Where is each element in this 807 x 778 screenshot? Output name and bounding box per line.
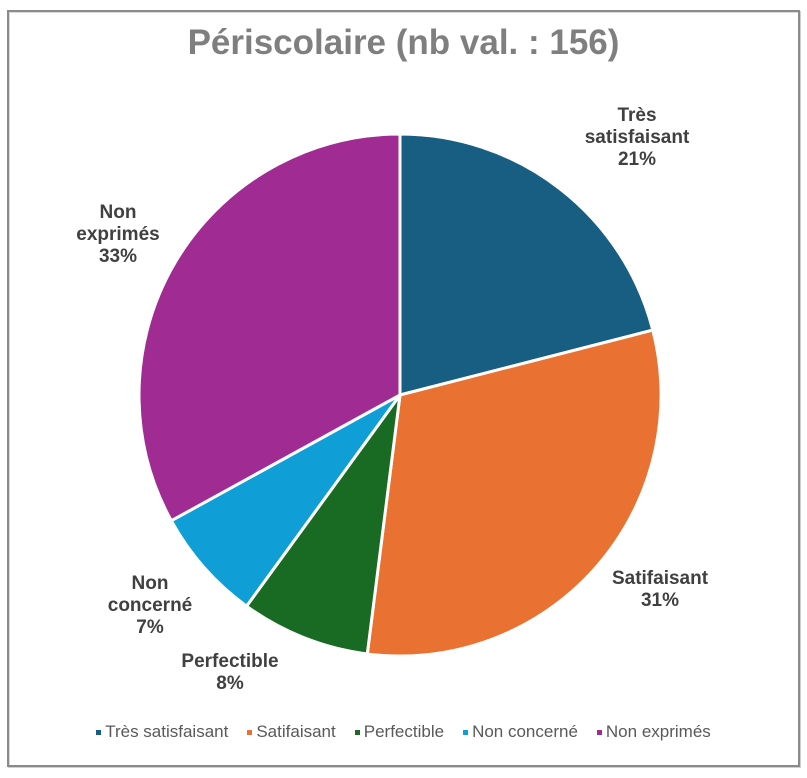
legend-swatch-icon <box>463 729 469 735</box>
chart-title: Périscolaire (nb val. : 156) <box>187 23 620 62</box>
data-label-line: 31% <box>640 590 680 611</box>
pie-slice-tr-s-satisfaisant <box>398 132 655 397</box>
data-label-line: 7% <box>136 617 164 638</box>
legend-swatch-icon <box>596 729 602 735</box>
data-label: Non concerné 7% <box>108 573 192 639</box>
legend-swatch-icon <box>96 729 102 735</box>
data-label-line: Non <box>99 202 137 223</box>
data-label-line: Satifaisant <box>611 568 709 589</box>
legend: Très satisfaisant Satifaisant Perfectible N… <box>0 722 807 742</box>
legend-swatch-icon <box>354 729 360 735</box>
pie-slice-satifaisant <box>365 328 663 658</box>
legend-label: Très satisfaisant <box>105 722 229 741</box>
legend-label: Non concerné <box>472 722 578 741</box>
data-label-line: 33% <box>98 246 138 267</box>
legend-item: Non concerné <box>463 722 578 742</box>
legend-item: Non exprimés <box>596 722 711 742</box>
data-label: Satifaisant 31% <box>612 568 708 612</box>
data-label-line: 8% <box>216 673 244 694</box>
data-label-line: exprimés <box>76 224 160 245</box>
pie-slice-non-exprim-s <box>137 132 402 523</box>
data-label-line: concerné <box>107 595 193 616</box>
data-label-line: Perfectible <box>181 651 279 672</box>
legend-label: Perfectible <box>363 722 445 741</box>
data-label-line: satisfaisant <box>584 127 690 148</box>
data-label-line: Non <box>131 573 169 594</box>
legend-item: Très satisfaisant <box>96 722 228 742</box>
data-label: Perfectible 8% <box>181 651 278 695</box>
legend-item: Perfectible <box>354 722 445 742</box>
legend-label: Satifaisant <box>256 722 336 741</box>
pie-slice-perfectible <box>245 393 402 656</box>
data-label: Non exprimés 33% <box>76 202 159 268</box>
data-label: Très satisfaisant 21% <box>585 105 690 171</box>
data-label-line: 21% <box>617 149 657 170</box>
pie-slice-non-concern- <box>169 393 402 608</box>
legend-label: Non exprimés <box>605 722 711 741</box>
data-label-line: Très <box>617 105 657 126</box>
legend-item: Satifaisant <box>247 722 336 742</box>
legend-swatch-icon <box>247 729 253 735</box>
